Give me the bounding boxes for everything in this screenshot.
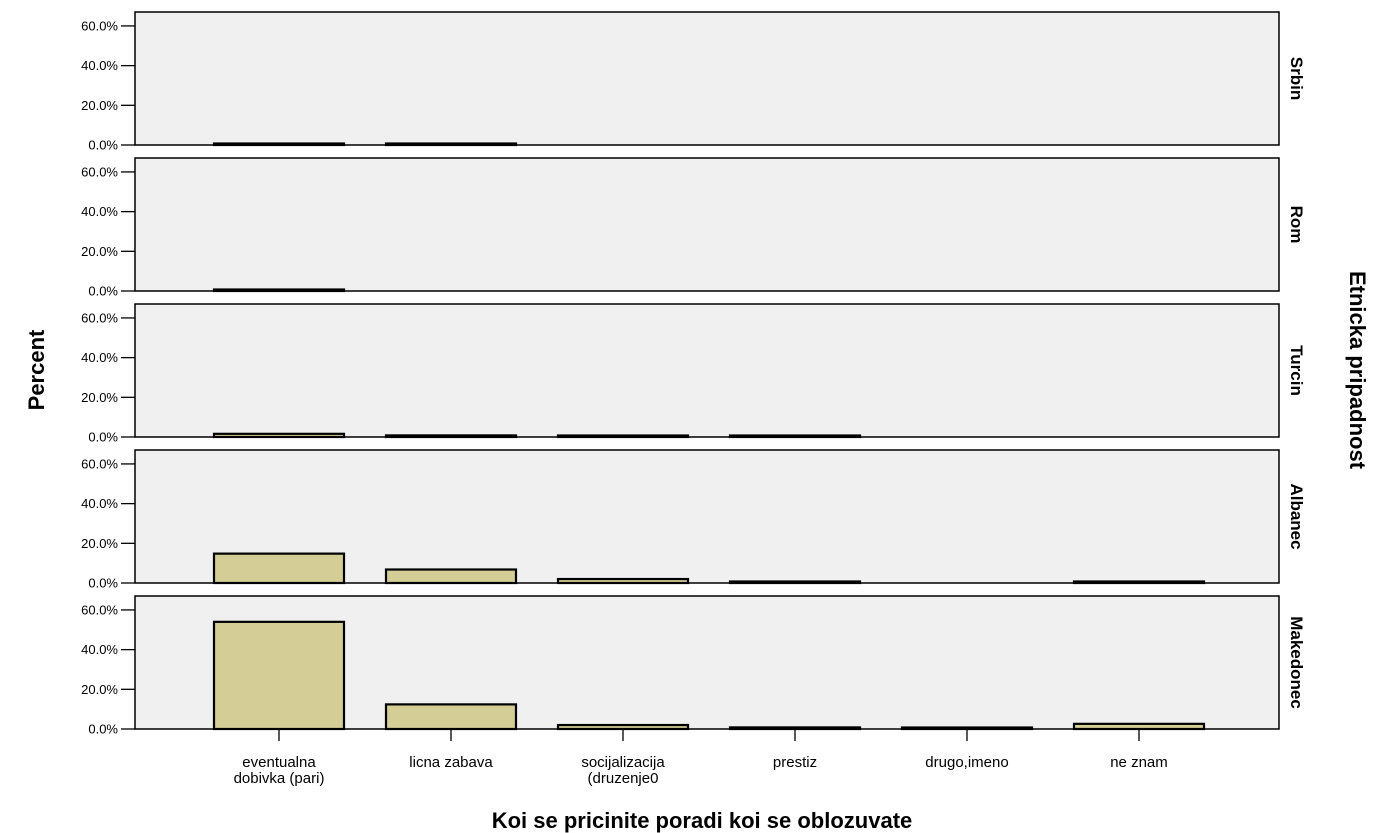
panels-layer: 0.0% 20.0% 40.0% 60.0% Srbin 0.0% 20.0% 40.0% 60…: [81, 11, 1306, 737]
y-tick-label: 40.0%: [81, 58, 118, 73]
bar: [556, 434, 690, 439]
panel-label: Turcin: [1287, 345, 1306, 396]
bar: [384, 568, 518, 585]
y-tick-label: 20.0%: [81, 244, 118, 259]
panel-label: Albanec: [1287, 483, 1306, 549]
y-tick-label: 40.0%: [81, 350, 118, 365]
x-tick-label: dobivka (pari): [234, 770, 325, 787]
y-tick-label: 20.0%: [81, 536, 118, 551]
y-tick-label: 60.0%: [81, 602, 118, 617]
y-tick-label: 60.0%: [81, 164, 118, 179]
panel-background: [134, 303, 1280, 438]
y-tick-label: 40.0%: [81, 496, 118, 511]
bar: [728, 726, 862, 731]
bar: [1072, 722, 1206, 731]
bar: [212, 552, 346, 585]
bar: [212, 142, 346, 147]
bar: [384, 703, 518, 731]
y-tick-label: 40.0%: [81, 642, 118, 657]
y-tick-label: 20.0%: [81, 682, 118, 697]
panel-label: Makedonec: [1287, 616, 1306, 709]
panel-rom: 0.0% 20.0% 40.0% 60.0% Rom: [81, 157, 1306, 299]
y-tick-label: 60.0%: [81, 456, 118, 471]
panel-label: Srbin: [1287, 57, 1306, 100]
y-tick-label: 40.0%: [81, 204, 118, 219]
y-tick-label: 0.0%: [88, 138, 118, 153]
bar: [384, 434, 518, 439]
bar: [556, 723, 690, 731]
y-tick-label: 20.0%: [81, 98, 118, 113]
y-tick-label: 20.0%: [81, 390, 118, 405]
bar: [728, 434, 862, 439]
y-tick-label: 0.0%: [88, 284, 118, 299]
bar: [728, 580, 862, 585]
facet-axis-title: Etnicka pripadnost: [1345, 271, 1370, 470]
x-tick-label: socijalizacija: [581, 754, 665, 771]
y-tick-label: 60.0%: [81, 310, 118, 325]
panel-background: [134, 157, 1280, 292]
panel-label: Rom: [1287, 206, 1306, 244]
panel-srbin: 0.0% 20.0% 40.0% 60.0% Srbin: [81, 11, 1306, 153]
x-tick-label: licna zabava: [409, 754, 493, 771]
x-tick-label: ne znam: [1110, 754, 1168, 771]
bar: [212, 620, 346, 731]
y-tick-label: 0.0%: [88, 722, 118, 737]
panel-background: [134, 11, 1280, 146]
x-tick-label: eventualna: [242, 754, 316, 771]
panel-albanec: 0.0% 20.0% 40.0% 60.0% Albanec: [81, 449, 1306, 591]
panel-makedonec: 0.0% 20.0% 40.0% 60.0% Makedonec: [81, 595, 1306, 737]
bar: [212, 288, 346, 293]
panel-turcin: 0.0% 20.0% 40.0% 60.0% Turcin: [81, 303, 1306, 445]
bar: [1072, 580, 1206, 585]
y-axis-title: Percent: [24, 329, 49, 410]
bar: [900, 726, 1034, 731]
x-tick-label: (druzenje0: [588, 770, 659, 787]
bar: [384, 142, 518, 147]
bar: [212, 432, 346, 439]
y-tick-label: 0.0%: [88, 430, 118, 445]
y-tick-label: 60.0%: [81, 18, 118, 33]
y-tick-label: 0.0%: [88, 576, 118, 591]
x-tick-label: prestiz: [773, 754, 817, 771]
x-tick-label: drugo,imeno: [925, 754, 1008, 771]
x-axis-title: Koi se pricinite poradi koi se oblozuvat…: [492, 808, 913, 833]
bar: [556, 577, 690, 585]
